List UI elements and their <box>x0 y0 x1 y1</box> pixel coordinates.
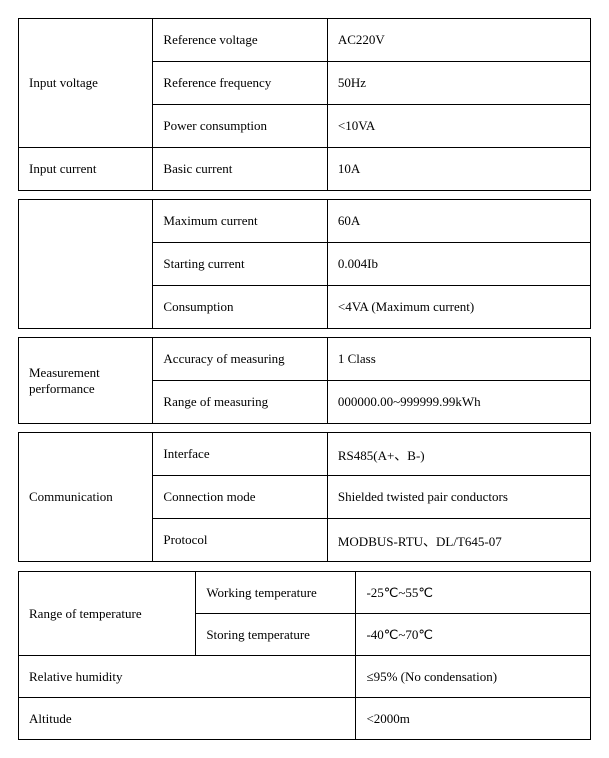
table-gap <box>19 329 591 338</box>
value-cell: MODBUS-RTU、DL/T645-07 <box>327 519 590 562</box>
label-cell: Reference voltage <box>153 19 327 62</box>
table-gap <box>19 424 591 433</box>
label-cell: Range of measuring <box>153 381 327 424</box>
group-cell: Input voltage <box>19 19 153 148</box>
value-cell: <2000m <box>356 698 591 740</box>
group-cell: Measurement performance <box>19 338 153 424</box>
spec-table-1: Input voltage Reference voltage AC220V R… <box>18 18 591 562</box>
value-cell: <10VA <box>327 105 590 148</box>
label-cell: Accuracy of measuring <box>153 338 327 381</box>
value-cell: -40℃~70℃ <box>356 614 591 656</box>
table-row: Maximum current 60A <box>19 200 591 243</box>
value-cell: 10A <box>327 148 590 191</box>
group-cell: Relative humidity <box>19 656 356 698</box>
label-cell: Basic current <box>153 148 327 191</box>
value-cell: -25℃~55℃ <box>356 572 591 614</box>
label-cell: Reference frequency <box>153 62 327 105</box>
value-cell: AC220V <box>327 19 590 62</box>
value-cell: 1 Class <box>327 338 590 381</box>
table-gap <box>19 191 591 200</box>
table-row: Input current Basic current 10A <box>19 148 591 191</box>
label-cell: Consumption <box>153 286 327 329</box>
label-cell: Maximum current <box>153 200 327 243</box>
table-row: Relative humidity ≤95% (No condensation) <box>19 656 591 698</box>
table-row: Measurement performance Accuracy of meas… <box>19 338 591 381</box>
label-cell: Interface <box>153 433 327 476</box>
spec-table-2: Range of temperature Working temperature… <box>18 571 591 740</box>
value-cell: 50Hz <box>327 62 590 105</box>
table-row: Input voltage Reference voltage AC220V <box>19 19 591 62</box>
group-cell: Input current <box>19 148 153 191</box>
label-cell: Power consumption <box>153 105 327 148</box>
label-cell: Storing temperature <box>196 614 356 656</box>
value-cell: 000000.00~999999.99kWh <box>327 381 590 424</box>
value-cell: ≤95% (No condensation) <box>356 656 591 698</box>
group-cell: Range of temperature <box>19 572 196 656</box>
group-cell: Altitude <box>19 698 356 740</box>
table-row: Altitude <2000m <box>19 698 591 740</box>
group-cell <box>19 200 153 329</box>
label-cell: Working temperature <box>196 572 356 614</box>
label-cell: Starting current <box>153 243 327 286</box>
table-spacer <box>18 562 591 571</box>
group-cell: Communication <box>19 433 153 562</box>
label-cell: Connection mode <box>153 476 327 519</box>
value-cell: Shielded twisted pair conductors <box>327 476 590 519</box>
value-cell: RS485(A+、B-) <box>327 433 590 476</box>
table-row: Range of temperature Working temperature… <box>19 572 591 614</box>
value-cell: <4VA (Maximum current) <box>327 286 590 329</box>
table-row: Communication Interface RS485(A+、B-) <box>19 433 591 476</box>
value-cell: 0.004Ib <box>327 243 590 286</box>
label-cell: Protocol <box>153 519 327 562</box>
value-cell: 60A <box>327 200 590 243</box>
